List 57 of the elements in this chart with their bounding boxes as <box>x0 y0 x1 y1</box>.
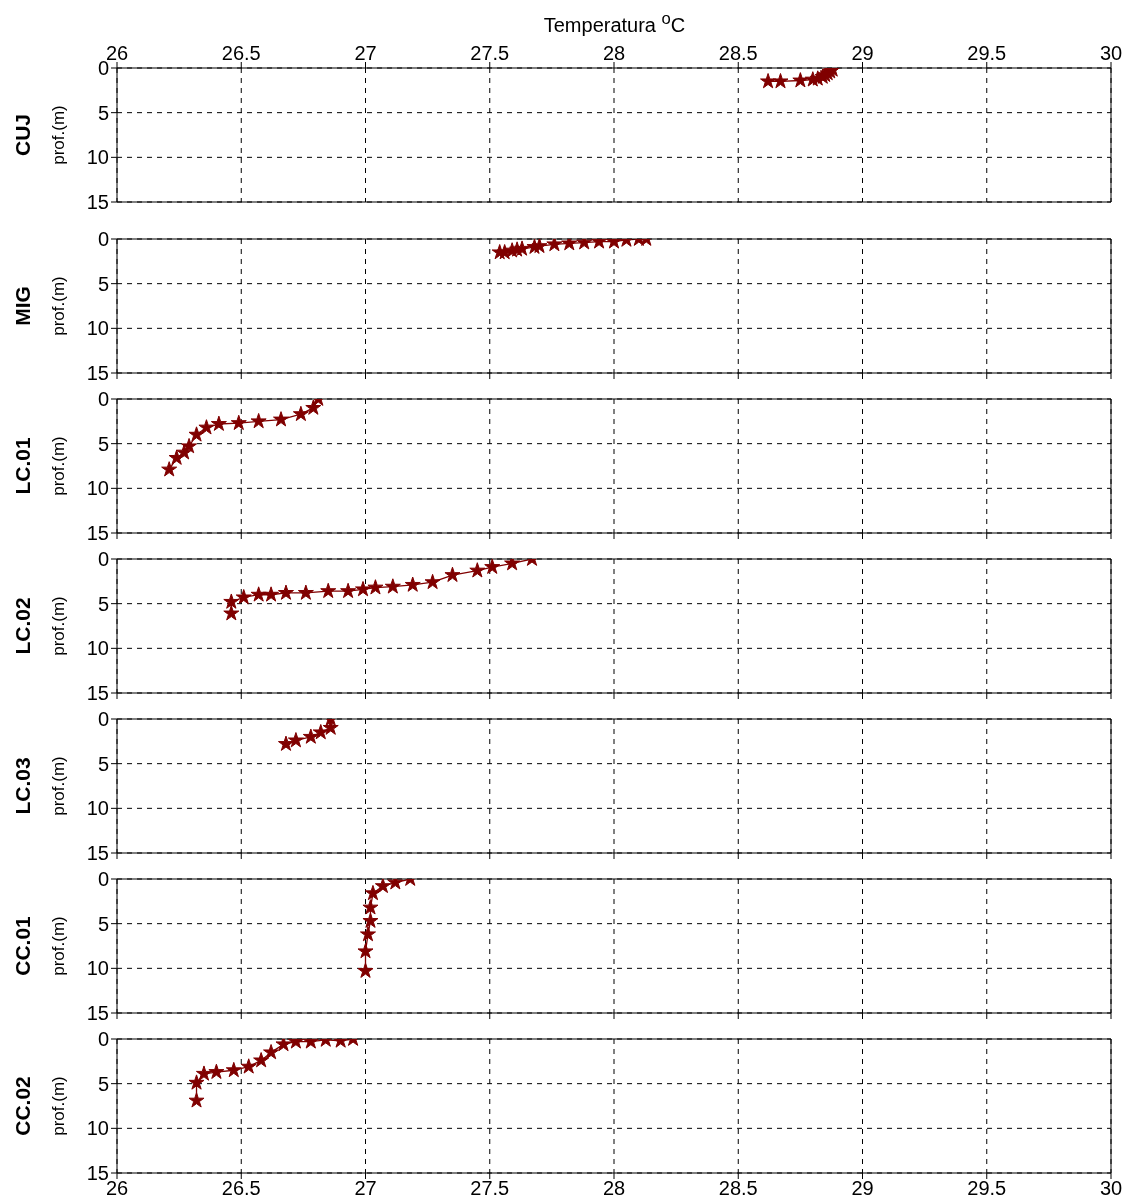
x-tick-label: 27.5 <box>470 1177 510 1197</box>
y-tick-label: 15 <box>86 682 109 705</box>
y-tick-label: 15 <box>86 191 109 214</box>
x-tick-label: 28 <box>602 42 626 64</box>
x-tick-label: 27 <box>354 1177 377 1197</box>
x-tick-label: 29 <box>851 42 874 64</box>
x-axis-title: Temperatura $^{o}$C <box>542 8 687 36</box>
y-tick-label: 0 <box>97 1028 109 1051</box>
text: CC.01 <box>11 916 35 976</box>
y-tick-label: 0 <box>97 708 109 731</box>
y-tick-label: 15 <box>86 842 109 865</box>
y-tick-label: 0 <box>97 228 109 251</box>
text: CC.02 <box>11 1076 35 1136</box>
y-tick-label: 10 <box>86 146 109 169</box>
y-tick-label: 5 <box>97 912 109 935</box>
text: LC.01 <box>11 437 35 495</box>
text: MIG <box>11 286 35 326</box>
y-tick-label: 10 <box>86 797 109 820</box>
y-tick-label: 5 <box>97 752 109 775</box>
y-tick-label: 5 <box>97 592 109 615</box>
x-tick-label: 28.5 <box>718 42 758 64</box>
x-tick-label: 28.5 <box>718 1177 758 1197</box>
y-tick-label: 10 <box>86 957 109 980</box>
x-tick-label: 27.5 <box>470 42 510 64</box>
y-tick-label: 15 <box>86 362 109 385</box>
y-tick-label: 10 <box>86 1117 109 1140</box>
y-tick-label: 0 <box>97 548 109 571</box>
y-tick-label: 10 <box>86 637 109 660</box>
x-tick-label: 28 <box>602 1177 626 1197</box>
y-axis-title: prof.(m) <box>49 1076 69 1136</box>
y-tick-label: 5 <box>97 1072 109 1095</box>
y-axis-title: prof.(m) <box>49 436 69 496</box>
x-tick-label: 29 <box>851 1177 874 1197</box>
y-tick-label: 5 <box>97 101 109 124</box>
x-tick-label: 26.5 <box>221 42 261 64</box>
y-tick-label: 15 <box>86 522 109 545</box>
text: LC.03 <box>11 757 35 815</box>
x-tick-label: 29.5 <box>967 42 1007 64</box>
y-tick-label: 0 <box>97 868 109 891</box>
text: CUJ <box>11 113 35 157</box>
text: LC.02 <box>11 597 35 655</box>
y-axis-title: prof.(m) <box>49 105 69 165</box>
y-axis-title: prof.(m) <box>49 596 69 656</box>
y-tick-label: 5 <box>97 432 109 455</box>
x-tick-label: 30 <box>1099 1177 1123 1197</box>
y-axis-title: prof.(m) <box>49 916 69 976</box>
y-axis-title: prof.(m) <box>49 756 69 816</box>
y-tick-label: 5 <box>97 272 109 295</box>
x-tick-label: 29.5 <box>967 1177 1007 1197</box>
y-axis-title: prof.(m) <box>49 276 69 336</box>
y-tick-label: 15 <box>86 1002 109 1025</box>
y-tick-label: 0 <box>97 388 109 411</box>
y-tick-label: 10 <box>86 477 109 500</box>
x-tick-label: 26.5 <box>221 1177 261 1197</box>
y-tick-label: 10 <box>86 317 109 340</box>
x-tick-label: 30 <box>1099 42 1123 64</box>
x-tick-label: 27 <box>354 42 377 64</box>
